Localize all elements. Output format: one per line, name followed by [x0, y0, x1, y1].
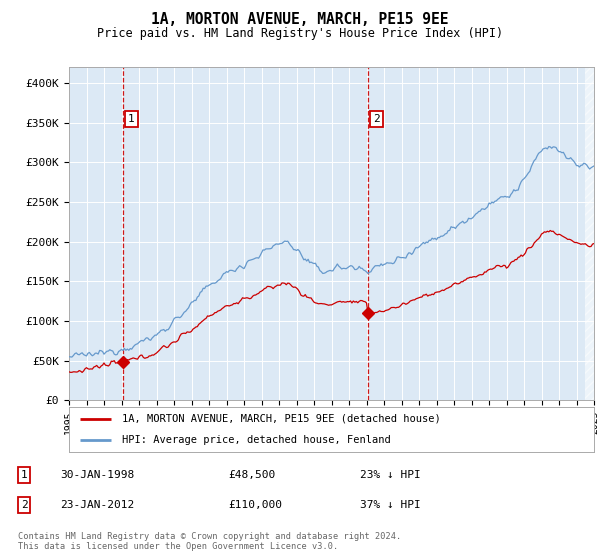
Text: £110,000: £110,000	[228, 500, 282, 510]
Text: 1: 1	[128, 114, 135, 124]
Text: 1A, MORTON AVENUE, MARCH, PE15 9EE (detached house): 1A, MORTON AVENUE, MARCH, PE15 9EE (deta…	[121, 414, 440, 424]
Text: 1A, MORTON AVENUE, MARCH, PE15 9EE: 1A, MORTON AVENUE, MARCH, PE15 9EE	[151, 12, 449, 27]
Text: £48,500: £48,500	[228, 470, 275, 480]
Text: Contains HM Land Registry data © Crown copyright and database right 2024.
This d: Contains HM Land Registry data © Crown c…	[18, 532, 401, 552]
Text: 23% ↓ HPI: 23% ↓ HPI	[360, 470, 421, 480]
Text: 2: 2	[20, 500, 28, 510]
Text: 30-JAN-1998: 30-JAN-1998	[60, 470, 134, 480]
Text: 37% ↓ HPI: 37% ↓ HPI	[360, 500, 421, 510]
Text: 1: 1	[20, 470, 28, 480]
Text: 23-JAN-2012: 23-JAN-2012	[60, 500, 134, 510]
Text: Price paid vs. HM Land Registry's House Price Index (HPI): Price paid vs. HM Land Registry's House …	[97, 27, 503, 40]
Text: HPI: Average price, detached house, Fenland: HPI: Average price, detached house, Fenl…	[121, 435, 390, 445]
Text: 2: 2	[373, 114, 380, 124]
